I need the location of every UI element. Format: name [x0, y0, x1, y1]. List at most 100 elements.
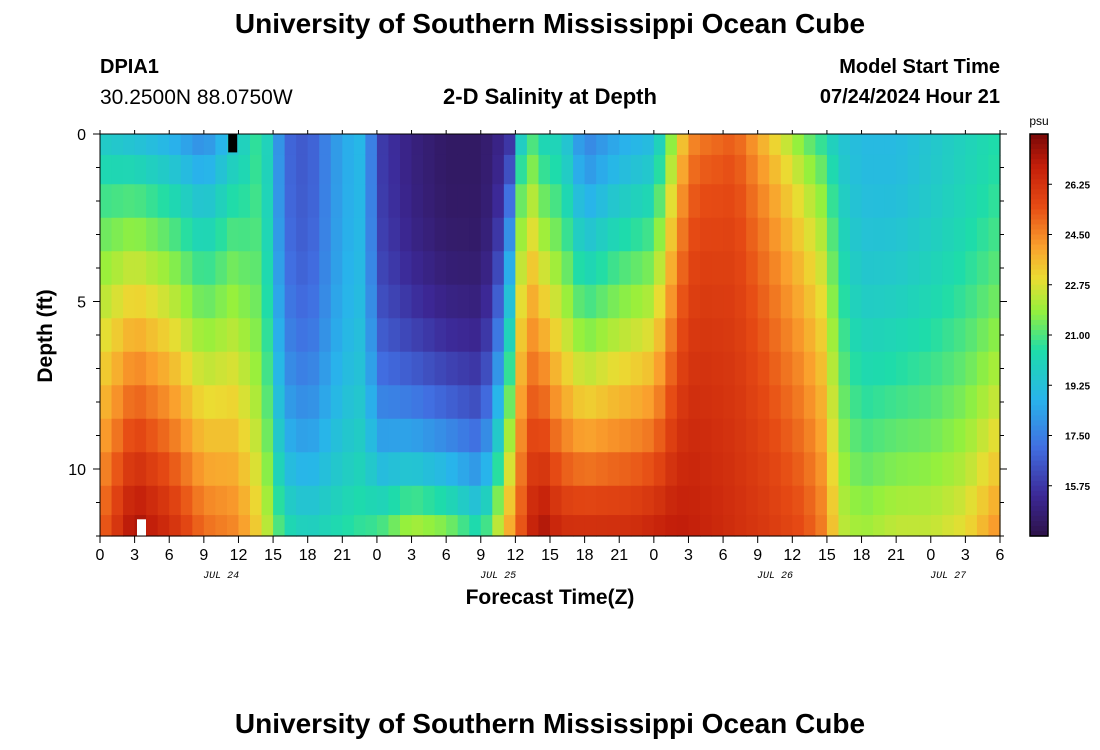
heatmap-cell [307, 515, 320, 537]
heatmap-cell [342, 418, 355, 453]
heatmap-cell [584, 485, 597, 516]
heatmap-cell [653, 452, 666, 487]
heatmap-cell [815, 485, 828, 516]
heatmap-cell [780, 251, 793, 286]
heatmap-cell [953, 385, 966, 420]
heatmap-cell [584, 217, 597, 252]
heatmap-cell [296, 217, 309, 252]
heatmap-cell [596, 385, 609, 420]
heatmap-cell [861, 385, 874, 420]
heatmap-cell [400, 485, 413, 516]
heatmap-cell [780, 418, 793, 453]
heatmap-cell [723, 452, 736, 487]
heatmap-cell [503, 318, 516, 353]
heatmap-cell [953, 134, 966, 156]
heatmap-cell [353, 485, 366, 516]
colorbar-segment [1030, 219, 1048, 226]
heatmap-cell [850, 515, 863, 537]
heatmap-cell [538, 217, 551, 252]
heatmap-cell [619, 134, 632, 156]
heatmap-cell [976, 251, 990, 286]
x-tick-label: 0 [926, 547, 935, 564]
heatmap-cell [838, 485, 851, 516]
heatmap-cell [942, 485, 955, 516]
heatmap-cell [250, 351, 263, 386]
colorbar-segment [1030, 184, 1048, 190]
heatmap-cell [365, 217, 378, 252]
heatmap-cell [111, 452, 124, 487]
heatmap-cell [376, 418, 390, 453]
x-tick-label: 3 [407, 547, 416, 564]
heatmap-cell [169, 184, 182, 219]
heatmap-cell [780, 385, 793, 420]
heatmap-cell [238, 485, 251, 516]
x-tick-label: 15 [264, 547, 282, 564]
heatmap-cell [492, 351, 505, 386]
heatmap-cell [607, 485, 620, 516]
heatmap-cell [238, 184, 251, 219]
heatmap-cell [930, 351, 943, 386]
heatmap-cell [273, 318, 286, 353]
heatmap-cell [884, 485, 897, 516]
heatmap-cell [642, 418, 655, 453]
heatmap-cell [480, 154, 493, 185]
heatmap-cell [769, 251, 782, 286]
heatmap-cell [123, 452, 136, 487]
heatmap-cell [261, 154, 274, 185]
heatmap-cell [319, 485, 332, 516]
heatmap-cell [861, 217, 874, 252]
colorbar-segment [1030, 365, 1048, 371]
heatmap-cell [342, 515, 355, 537]
colorbar-segment [1030, 164, 1048, 170]
heatmap-cell [492, 385, 505, 420]
colorbar-segment [1030, 470, 1048, 477]
heatmap-cell [780, 515, 793, 537]
heatmap-cell [596, 318, 609, 353]
heatmap-cell [965, 251, 978, 286]
heatmap-cell [976, 385, 990, 420]
heatmap-cell [261, 251, 274, 286]
heatmap-cell [134, 385, 147, 420]
heatmap-cell [930, 318, 943, 353]
heatmap-cell [850, 351, 863, 386]
colorbar-segment [1030, 430, 1048, 437]
y-tick-label: 5 [77, 295, 86, 312]
heatmap-cell [688, 485, 701, 516]
heatmap-cell [619, 385, 632, 420]
heatmap-cell [803, 385, 816, 420]
heatmap-cell [653, 515, 666, 537]
heatmap-cell [226, 251, 240, 286]
heatmap-cell [100, 351, 113, 386]
heatmap-cell [826, 318, 840, 353]
x-tick-label: 9 [753, 547, 762, 564]
heatmap-cell [550, 217, 563, 252]
heatmap-cell [734, 154, 747, 185]
heatmap-cell [169, 134, 182, 156]
heatmap-cell [584, 385, 597, 420]
heatmap-cell [376, 318, 390, 353]
heatmap-cell [503, 385, 516, 420]
y-tick-label: 0 [77, 127, 86, 144]
heatmap-cell [307, 251, 320, 286]
heatmap-cell [792, 184, 805, 219]
heatmap-cell [526, 134, 540, 156]
heatmap-cell [550, 385, 563, 420]
heatmap-cell [538, 385, 551, 420]
heatmap-cell [919, 154, 932, 185]
heatmap-cell [226, 485, 240, 516]
heatmap-cell [803, 452, 816, 487]
heatmap-cell [976, 485, 990, 516]
heatmap-cell [584, 318, 597, 353]
heatmap-cell [203, 515, 216, 537]
heatmap-cell [826, 284, 840, 319]
heatmap-cell [342, 217, 355, 252]
heatmap-cell [734, 284, 747, 319]
heatmap-cell [400, 251, 413, 286]
heatmap-cell [769, 134, 782, 156]
heatmap-cell [330, 452, 343, 487]
heatmap-cell [988, 154, 1001, 185]
footer-title: University of Southern Mississippi Ocean… [234, 708, 866, 739]
colorbar-segment [1030, 450, 1048, 457]
heatmap-cell [896, 418, 909, 453]
heatmap-cell [700, 134, 713, 156]
